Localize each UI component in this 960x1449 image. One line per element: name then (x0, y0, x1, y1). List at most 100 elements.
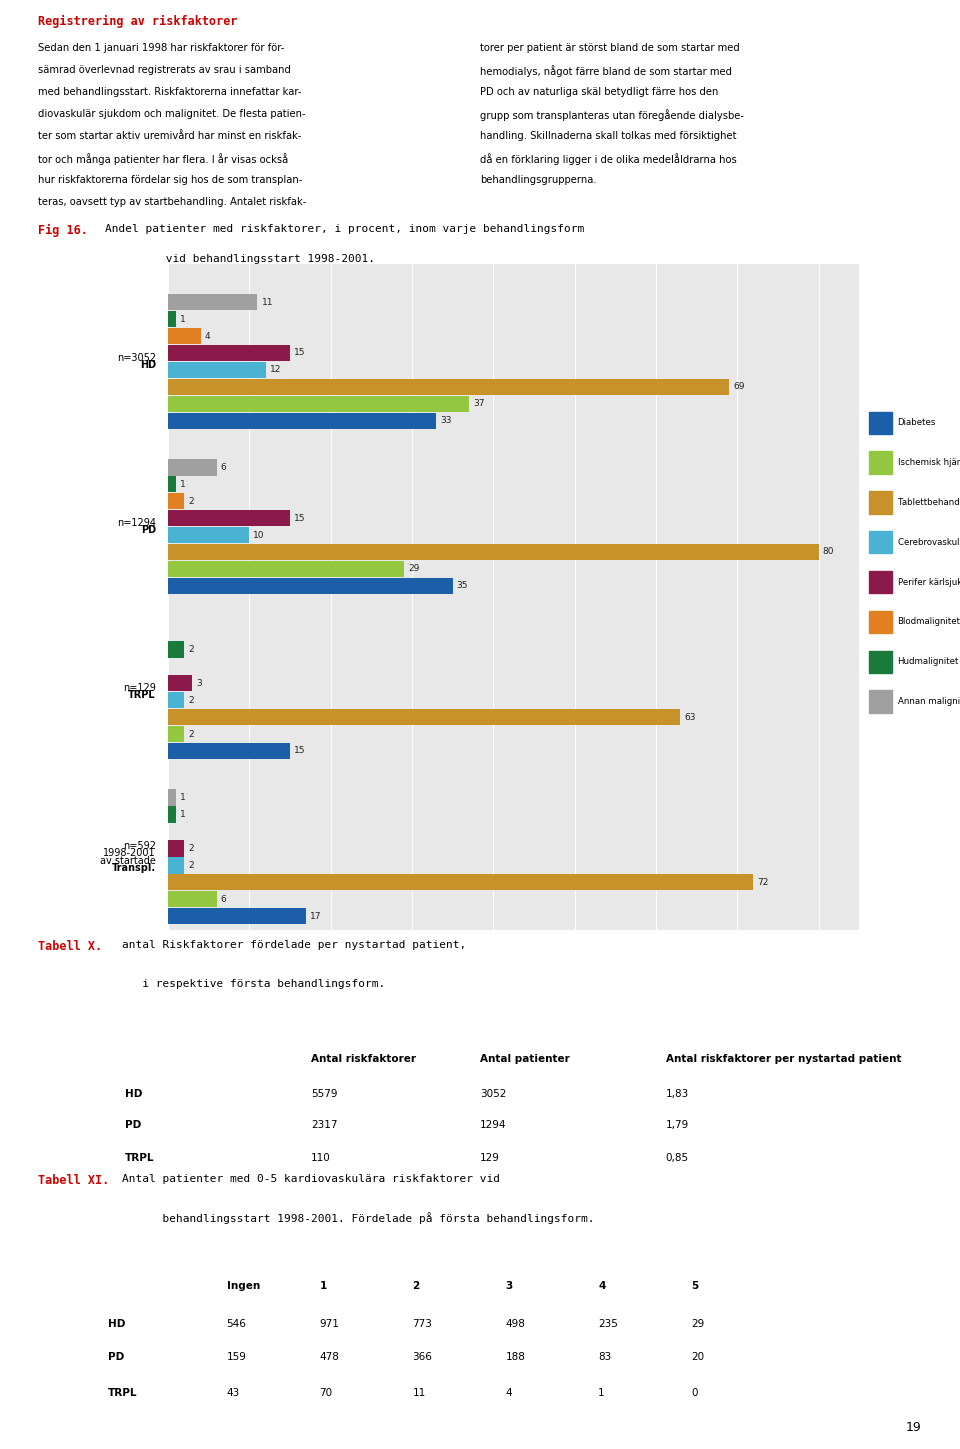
Text: HD: HD (125, 1090, 142, 1100)
Text: 2317: 2317 (311, 1120, 338, 1130)
Text: tor och många patienter har flera. I år visas också: tor och många patienter har flera. I år … (38, 154, 289, 165)
Text: Diabetes: Diabetes (898, 419, 936, 427)
Bar (168, 378, 729, 396)
Text: 33: 33 (441, 416, 452, 425)
Text: 35: 35 (457, 581, 468, 590)
Text: i respektive första behandlingsform.: i respektive första behandlingsform. (122, 978, 386, 988)
Text: behandlingsgrupperna.: behandlingsgrupperna. (480, 175, 596, 185)
Bar (168, 807, 176, 823)
Text: 3: 3 (197, 678, 203, 688)
Bar (168, 858, 184, 874)
Text: 5: 5 (691, 1281, 699, 1291)
Text: antal Riskfaktorer fördelade per nystartad patient,: antal Riskfaktorer fördelade per nystart… (122, 940, 467, 951)
Text: 4: 4 (204, 332, 210, 341)
Bar (168, 459, 217, 475)
Bar (168, 578, 452, 594)
Text: Transpl.: Transpl. (111, 864, 156, 874)
Text: 1998-2001: 1998-2001 (103, 848, 156, 858)
Bar (168, 909, 306, 924)
Text: 70: 70 (320, 1388, 332, 1398)
Bar (168, 312, 176, 327)
Bar (168, 840, 184, 856)
Bar (168, 891, 217, 907)
Text: 63: 63 (684, 713, 696, 722)
Text: med behandlingsstart. Riskfaktorerna innefattar kar-: med behandlingsstart. Riskfaktorerna inn… (38, 87, 301, 97)
Text: 15: 15 (294, 348, 305, 358)
Text: Perifer kärlsjukdom: Perifer kärlsjukdom (898, 578, 960, 587)
Text: 72: 72 (757, 878, 769, 887)
Text: 1: 1 (180, 480, 186, 488)
Text: Tabell XI.: Tabell XI. (38, 1174, 109, 1187)
Text: 3052: 3052 (480, 1090, 506, 1100)
Text: n=1294: n=1294 (117, 517, 156, 527)
Bar (168, 693, 184, 709)
Text: 2: 2 (188, 861, 194, 869)
Bar (168, 743, 290, 759)
Bar (869, 530, 892, 554)
Text: Ischemisk hjärtsjukdom: Ischemisk hjärtsjukdom (898, 458, 960, 467)
Text: 11: 11 (261, 297, 273, 307)
Text: 29: 29 (691, 1319, 705, 1329)
Bar (168, 413, 437, 429)
Text: n=592: n=592 (123, 840, 156, 851)
Text: 4: 4 (598, 1281, 606, 1291)
Text: 1: 1 (598, 1388, 605, 1398)
Text: 1: 1 (180, 793, 186, 803)
Text: Cerebrovaskulär sjukdom: Cerebrovaskulär sjukdom (898, 538, 960, 546)
Bar (168, 510, 290, 526)
Text: diovaskulär sjukdom och malignitet. De flesta patien-: diovaskulär sjukdom och malignitet. De f… (38, 109, 306, 119)
Text: grupp som transplanteras utan föregående dialysbe-: grupp som transplanteras utan föregående… (480, 109, 744, 120)
Text: TRPL: TRPL (125, 1153, 155, 1162)
Text: TRPL: TRPL (108, 1388, 138, 1398)
Text: Antal riskfaktorer per nystartad patient: Antal riskfaktorer per nystartad patient (666, 1053, 901, 1064)
Text: 1,83: 1,83 (666, 1090, 689, 1100)
Text: Registrering av riskfaktorer: Registrering av riskfaktorer (38, 14, 238, 28)
Bar (168, 675, 192, 691)
Text: 20: 20 (691, 1352, 705, 1362)
Text: 2: 2 (413, 1281, 420, 1291)
Bar (168, 874, 754, 891)
Bar (869, 690, 892, 713)
Text: 2: 2 (188, 696, 194, 704)
Text: 2: 2 (188, 729, 194, 739)
Text: handling. Skillnaderna skall tolkas med försiktighet: handling. Skillnaderna skall tolkas med … (480, 130, 736, 141)
Text: 2: 2 (188, 645, 194, 653)
Bar (168, 396, 468, 412)
Text: då en förklaring ligger i de olika medelåldrarna hos: då en förklaring ligger i de olika medel… (480, 154, 736, 165)
Text: Antal patienter: Antal patienter (480, 1053, 569, 1064)
Text: 6: 6 (221, 462, 227, 472)
Text: PD: PD (141, 526, 156, 535)
Bar (869, 491, 892, 513)
Bar (168, 527, 250, 543)
Text: 80: 80 (823, 548, 834, 556)
Bar (168, 709, 681, 726)
Text: 1294: 1294 (480, 1120, 507, 1130)
Text: av startade: av startade (100, 855, 156, 865)
Text: hemodialys, något färre bland de som startar med: hemodialys, något färre bland de som sta… (480, 65, 732, 77)
Text: 129: 129 (480, 1153, 500, 1162)
Text: 0,85: 0,85 (666, 1153, 689, 1162)
Text: Annan malignitet: Annan malignitet (898, 697, 960, 706)
Text: 43: 43 (227, 1388, 240, 1398)
Text: 188: 188 (505, 1352, 525, 1362)
Text: Andel patienter med riskfaktorer, i procent, inom varje behandlingsform: Andel patienter med riskfaktorer, i proc… (105, 225, 584, 235)
Text: 83: 83 (598, 1352, 612, 1362)
Bar (168, 561, 404, 577)
Text: 235: 235 (598, 1319, 618, 1329)
Text: n=3052: n=3052 (117, 352, 156, 362)
Text: Tabell X.: Tabell X. (38, 940, 103, 953)
Bar (168, 327, 201, 345)
Text: 1: 1 (180, 810, 186, 819)
Bar (168, 362, 266, 378)
Text: 5579: 5579 (311, 1090, 338, 1100)
Text: Sedan den 1 januari 1998 har riskfaktorer för för-: Sedan den 1 januari 1998 har riskfaktore… (38, 43, 285, 52)
Bar (869, 452, 892, 474)
Text: 0: 0 (691, 1388, 698, 1398)
Text: 29: 29 (408, 565, 420, 574)
Text: Ingen: Ingen (227, 1281, 260, 1291)
Text: 19: 19 (906, 1421, 922, 1433)
Text: 4: 4 (505, 1388, 512, 1398)
Text: Tablettbehandlad hypertoni: Tablettbehandlad hypertoni (898, 498, 960, 507)
Text: 6: 6 (221, 894, 227, 904)
Text: 12: 12 (270, 365, 281, 374)
